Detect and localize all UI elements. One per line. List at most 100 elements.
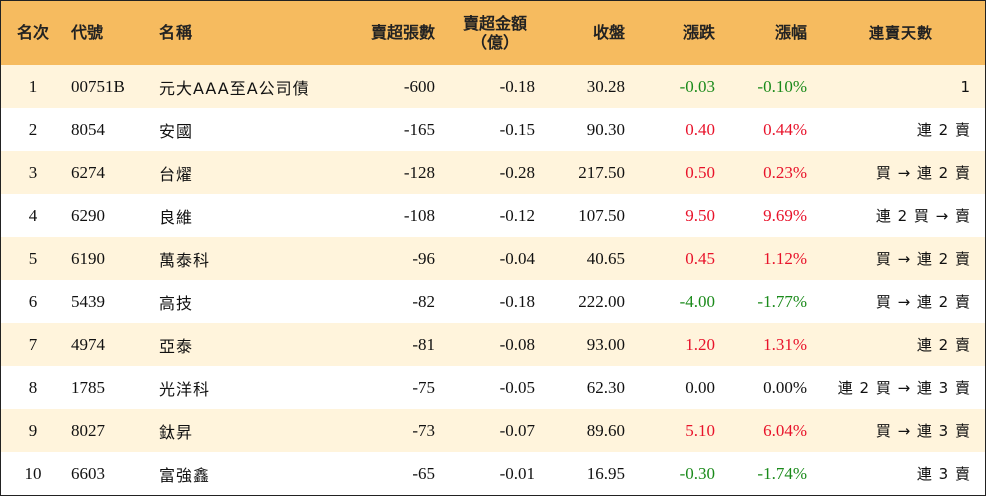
table-row: 10 6603 富強鑫 -65 -0.01 16.95 -0.30 -1.74%… xyxy=(1,452,985,495)
header-net-sell-amount-line2: （億） xyxy=(470,33,519,52)
cell-code: 4974 xyxy=(71,334,105,354)
cell-code: 00751B xyxy=(71,76,125,96)
cell-code: 5439 xyxy=(71,291,105,311)
cell-name: 高技 xyxy=(159,293,194,313)
cell-close: 40.65 xyxy=(586,248,625,268)
header-close: 收盤 xyxy=(592,23,625,43)
cell-consecutive-days: 連 2 買 → 連 3 賣 xyxy=(837,379,971,397)
table-row: 7 4974 亞泰 -81 -0.08 93.00 1.20 1.31% 連 2… xyxy=(1,323,985,366)
cell-close: 217.50 xyxy=(578,162,625,182)
cell-change: 9.50 xyxy=(685,205,715,225)
cell-consecutive-days: 買 → 連 2 賣 xyxy=(875,250,971,268)
cell-name: 安國 xyxy=(159,121,194,141)
cell-code: 8054 xyxy=(71,119,105,139)
cell-net-sell-shares: -128 xyxy=(403,162,435,182)
table-row: 5 6190 萬泰科 -96 -0.04 40.65 0.45 1.12% 買 … xyxy=(1,237,985,280)
cell-net-sell-amount: -0.08 xyxy=(499,334,535,354)
cell-change: -0.03 xyxy=(679,76,715,96)
header-change: 漲跌 xyxy=(682,23,715,43)
cell-close: 16.95 xyxy=(586,463,625,483)
cell-net-sell-amount: -0.05 xyxy=(499,377,535,397)
cell-net-sell-shares: -75 xyxy=(412,377,435,397)
cell-close: 89.60 xyxy=(586,420,625,440)
cell-net-sell-amount: -0.07 xyxy=(499,420,535,440)
cell-net-sell-shares: -65 xyxy=(412,463,435,483)
cell-rank: 5 xyxy=(28,248,38,268)
cell-rank: 6 xyxy=(28,291,38,311)
cell-net-sell-shares: -96 xyxy=(412,248,435,268)
cell-name: 元大AAA至A公司債 xyxy=(159,78,310,98)
cell-change-pct: 9.69% xyxy=(763,205,807,225)
cell-consecutive-days: 連 3 賣 xyxy=(916,465,971,483)
cell-rank: 7 xyxy=(28,334,38,354)
table-body: 1 00751B 元大AAA至A公司債 -600 -0.18 30.28 -0.… xyxy=(1,65,985,495)
cell-rank: 2 xyxy=(28,119,38,139)
cell-net-sell-amount: -0.01 xyxy=(499,463,535,483)
cell-consecutive-days: 連 2 賣 xyxy=(916,121,971,139)
cell-name: 萬泰科 xyxy=(159,250,211,270)
cell-change: -4.00 xyxy=(679,291,715,311)
cell-name: 良維 xyxy=(159,207,194,227)
cell-change-pct: -0.10% xyxy=(757,76,807,96)
cell-code: 6290 xyxy=(71,205,105,225)
cell-rank: 9 xyxy=(28,420,38,440)
cell-close: 222.00 xyxy=(578,291,625,311)
table-row: 2 8054 安國 -165 -0.15 90.30 0.40 0.44% 連 … xyxy=(1,108,985,151)
cell-net-sell-shares: -82 xyxy=(412,291,435,311)
cell-change-pct: 1.12% xyxy=(763,248,807,268)
cell-name: 鈦昇 xyxy=(159,422,194,442)
cell-name: 台燿 xyxy=(159,164,194,184)
table-row: 3 6274 台燿 -128 -0.28 217.50 0.50 0.23% 買… xyxy=(1,151,985,194)
header-net-sell-shares: 賣超張數 xyxy=(370,23,435,43)
cell-net-sell-shares: -73 xyxy=(412,420,435,440)
cell-consecutive-days: 連 2 賣 xyxy=(916,336,971,354)
cell-close: 107.50 xyxy=(578,205,625,225)
cell-net-sell-amount: -0.28 xyxy=(499,162,535,182)
table-row: 4 6290 良維 -108 -0.12 107.50 9.50 9.69% 連… xyxy=(1,194,985,237)
cell-change: 0.50 xyxy=(685,162,715,182)
table-header: 名次 代號 名稱 賣超張數 賣超金額 （億） 收盤 漲跌 漲幅 連賣天數 xyxy=(1,1,985,65)
cell-consecutive-days: 買 → 連 3 賣 xyxy=(875,422,971,440)
cell-net-sell-shares: -108 xyxy=(403,205,435,225)
cell-name: 亞泰 xyxy=(159,336,194,356)
cell-name: 富強鑫 xyxy=(159,465,211,485)
cell-change: 5.10 xyxy=(685,420,715,440)
cell-code: 6603 xyxy=(71,463,105,483)
cell-change: 0.45 xyxy=(685,248,715,268)
cell-change-pct: 0.23% xyxy=(763,162,807,182)
header-net-sell-amount-line1: 賣超金額 xyxy=(462,13,527,33)
header-consecutive-days: 連賣天數 xyxy=(868,24,933,42)
cell-change-pct: 1.31% xyxy=(763,334,807,354)
cell-close: 93.00 xyxy=(586,334,625,354)
cell-rank: 3 xyxy=(28,162,38,182)
cell-code: 8027 xyxy=(71,420,105,440)
cell-consecutive-days: 買 → 連 2 賣 xyxy=(875,293,971,311)
table-row: 6 5439 高技 -82 -0.18 222.00 -4.00 -1.77% … xyxy=(1,280,985,323)
cell-net-sell-shares: -81 xyxy=(412,334,435,354)
cell-change-pct: -1.74% xyxy=(757,463,807,483)
table-row: 9 8027 鈦昇 -73 -0.07 89.60 5.10 6.04% 買 →… xyxy=(1,409,985,452)
header-code: 代號 xyxy=(71,23,104,43)
header-net-sell-amount: 賣超金額 （億） xyxy=(445,1,545,65)
cell-rank: 8 xyxy=(28,377,38,397)
cell-code: 1785 xyxy=(71,377,105,397)
cell-close: 62.30 xyxy=(586,377,625,397)
cell-consecutive-days: 1 xyxy=(960,77,971,96)
header-name: 名稱 xyxy=(159,23,194,43)
table-row: 8 1785 光洋科 -75 -0.05 62.30 0.00 0.00% 連 … xyxy=(1,366,985,409)
cell-rank: 4 xyxy=(28,205,38,225)
cell-change: -0.30 xyxy=(679,463,715,483)
cell-rank: 10 xyxy=(24,463,42,483)
cell-net-sell-amount: -0.04 xyxy=(499,248,535,268)
cell-net-sell-amount: -0.15 xyxy=(499,119,535,139)
cell-change-pct: 6.04% xyxy=(763,420,807,440)
cell-close: 30.28 xyxy=(586,76,625,96)
cell-change: 0.00 xyxy=(685,377,715,397)
cell-name: 光洋科 xyxy=(159,379,211,399)
cell-change-pct: 0.00% xyxy=(763,377,807,397)
cell-code: 6274 xyxy=(71,162,105,182)
header-change-pct: 漲幅 xyxy=(774,23,807,43)
cell-close: 90.30 xyxy=(586,119,625,139)
